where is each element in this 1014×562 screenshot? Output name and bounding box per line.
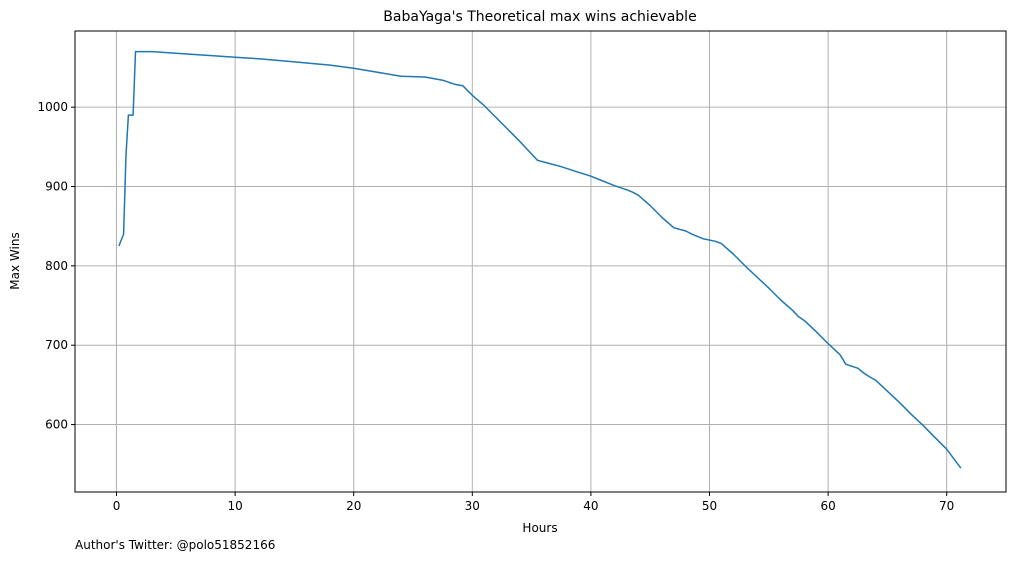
y-tick-label: 900 — [45, 180, 68, 194]
x-tick-label: 50 — [702, 499, 717, 513]
gridlines — [75, 31, 1006, 492]
chart-title: BabaYaga's Theoretical max wins achievab… — [383, 9, 696, 25]
y-tick-label: 600 — [45, 418, 68, 432]
x-tick-label: 60 — [820, 499, 835, 513]
author-note: Author's Twitter: @polo51852166 — [75, 538, 276, 552]
x-axis-label: Hours — [522, 521, 557, 535]
y-axis-ticks: 600 700 800 900 1000 — [37, 100, 75, 432]
y-tick-label: 800 — [45, 259, 68, 273]
y-tick-label: 700 — [45, 338, 68, 352]
x-axis-ticks: 0 10 20 30 40 50 60 70 — [113, 492, 954, 513]
x-tick-label: 0 — [113, 499, 121, 513]
y-axis-label: Max Wins — [8, 232, 22, 289]
x-tick-label: 40 — [583, 499, 598, 513]
x-tick-label: 70 — [939, 499, 954, 513]
x-tick-label: 10 — [227, 499, 242, 513]
series-line — [118, 50, 962, 469]
series-group — [118, 50, 962, 469]
x-tick-label: 30 — [465, 499, 480, 513]
x-tick-label: 20 — [346, 499, 361, 513]
plot-frame — [74, 30, 1007, 493]
y-tick-label: 1000 — [37, 100, 68, 114]
